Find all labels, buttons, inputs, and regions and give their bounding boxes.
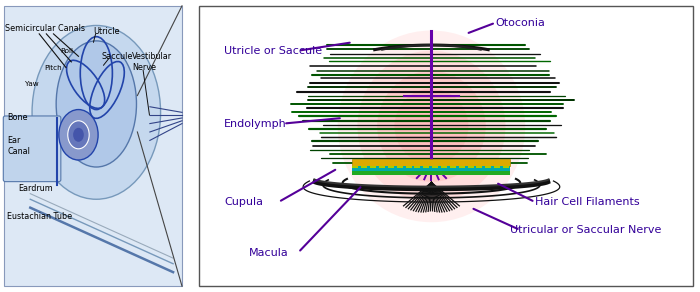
Ellipse shape (377, 71, 486, 182)
Ellipse shape (56, 41, 136, 167)
Text: Utricle or Saccule: Utricle or Saccule (224, 46, 322, 56)
Bar (388, 166, 394, 168)
Bar (458, 166, 465, 168)
Text: Macula: Macula (248, 248, 288, 258)
Ellipse shape (394, 88, 468, 164)
Text: Hair Cell Filaments: Hair Cell Filaments (535, 197, 640, 207)
Text: Eustachian Tube: Eustachian Tube (7, 212, 72, 220)
Ellipse shape (73, 128, 84, 142)
Bar (424, 166, 429, 168)
Bar (353, 166, 510, 171)
Ellipse shape (68, 121, 89, 149)
Bar (353, 159, 510, 166)
Bar (432, 166, 438, 168)
Bar (494, 166, 500, 168)
Bar (397, 166, 402, 168)
Bar (468, 166, 473, 168)
Text: Ear
Canal: Ear Canal (7, 136, 30, 156)
Bar (485, 166, 491, 168)
Text: Cupula: Cupula (224, 197, 263, 207)
Text: Utricular or Saccular Nerve: Utricular or Saccular Nerve (510, 225, 662, 235)
Bar (4, 6, 182, 286)
Text: Utricle: Utricle (92, 27, 119, 36)
Bar (414, 166, 421, 168)
Text: Saccule: Saccule (102, 52, 133, 61)
Text: Roll: Roll (61, 48, 74, 54)
Text: Yaw: Yaw (25, 81, 38, 87)
Text: Eardrum: Eardrum (18, 184, 52, 192)
Text: Otoconia: Otoconia (496, 18, 545, 28)
Text: Endolymph: Endolymph (224, 119, 287, 128)
Ellipse shape (32, 25, 160, 199)
Bar (361, 166, 368, 168)
Bar (379, 166, 385, 168)
Text: Pitch: Pitch (45, 65, 62, 70)
FancyBboxPatch shape (4, 116, 61, 182)
Bar (477, 166, 482, 168)
Bar (353, 171, 510, 175)
Text: Vestibular
Nerve: Vestibular Nerve (132, 52, 172, 72)
Text: Semicircular Canals: Semicircular Canals (6, 24, 85, 33)
Bar (450, 166, 456, 168)
Text: Bone: Bone (7, 114, 27, 122)
Bar (441, 166, 447, 168)
Ellipse shape (358, 51, 505, 202)
Bar (503, 166, 509, 168)
Ellipse shape (337, 30, 525, 222)
Bar (370, 166, 376, 168)
Bar (199, 6, 693, 286)
Bar (353, 166, 358, 168)
Bar (405, 166, 412, 168)
Ellipse shape (59, 110, 98, 160)
